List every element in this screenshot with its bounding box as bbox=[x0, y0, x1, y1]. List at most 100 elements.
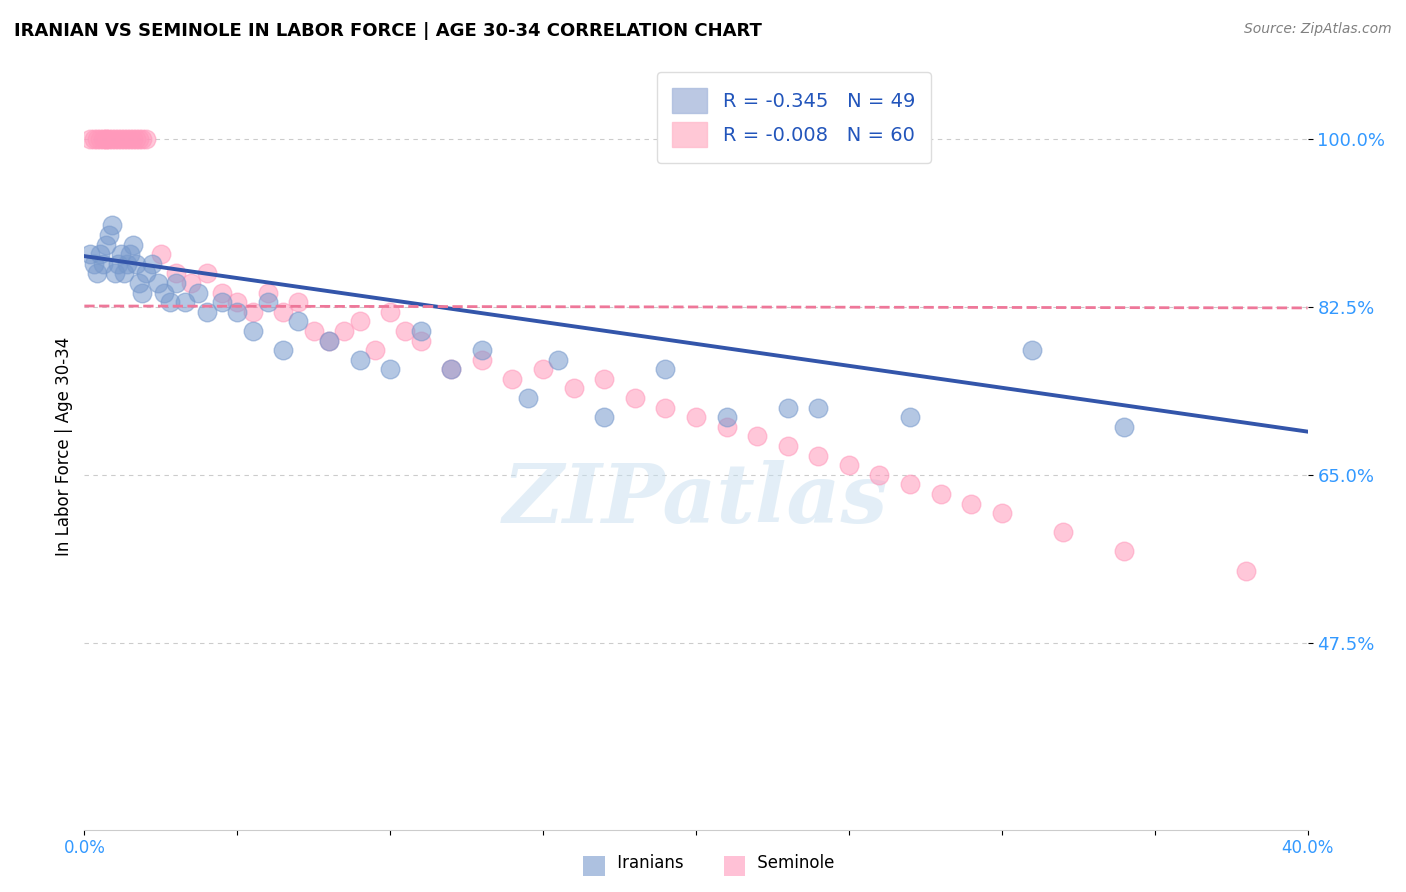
Text: ZIPatlas: ZIPatlas bbox=[503, 459, 889, 540]
Point bbox=[624, 391, 647, 405]
Point bbox=[125, 257, 148, 271]
Point bbox=[287, 295, 309, 310]
Point bbox=[364, 343, 387, 358]
Point bbox=[318, 334, 340, 348]
Legend: R = -0.345   N = 49, R = -0.008   N = 60: R = -0.345 N = 49, R = -0.008 N = 60 bbox=[657, 72, 931, 163]
Point bbox=[112, 266, 135, 280]
Point bbox=[83, 132, 105, 146]
Point bbox=[159, 295, 181, 310]
Point bbox=[716, 420, 738, 434]
Point bbox=[929, 487, 952, 501]
Point bbox=[97, 228, 120, 243]
Point bbox=[165, 266, 187, 280]
Point bbox=[409, 324, 432, 338]
Point bbox=[1236, 564, 1258, 578]
Point bbox=[1114, 420, 1136, 434]
Point bbox=[135, 132, 157, 146]
Point bbox=[120, 247, 142, 261]
Point bbox=[195, 305, 218, 319]
Point bbox=[180, 276, 202, 290]
Point bbox=[776, 401, 799, 415]
Point bbox=[898, 477, 921, 491]
Point bbox=[91, 257, 114, 271]
Point bbox=[318, 334, 340, 348]
Point bbox=[991, 506, 1014, 520]
Point bbox=[186, 285, 208, 300]
Point bbox=[1052, 525, 1074, 540]
Point bbox=[211, 295, 233, 310]
Point bbox=[226, 295, 249, 310]
Point bbox=[149, 247, 172, 261]
Point bbox=[562, 382, 585, 396]
Point bbox=[502, 372, 524, 386]
Point bbox=[547, 352, 569, 367]
Point bbox=[122, 237, 145, 252]
Point bbox=[776, 439, 799, 453]
Point bbox=[440, 362, 463, 376]
Point bbox=[226, 305, 249, 319]
Point bbox=[107, 132, 129, 146]
Point bbox=[94, 132, 117, 146]
Text: Seminole: Seminole bbox=[752, 855, 835, 872]
Point bbox=[128, 132, 150, 146]
Point bbox=[287, 314, 309, 328]
Point bbox=[211, 285, 233, 300]
Point bbox=[654, 362, 676, 376]
Point bbox=[86, 266, 108, 280]
Point bbox=[654, 401, 676, 415]
Point bbox=[101, 132, 124, 146]
Point bbox=[349, 314, 371, 328]
Point bbox=[409, 334, 432, 348]
Point bbox=[838, 458, 860, 473]
Point bbox=[531, 362, 554, 376]
Point bbox=[135, 266, 157, 280]
Point bbox=[685, 410, 707, 425]
Point bbox=[271, 343, 294, 358]
Point bbox=[153, 285, 176, 300]
Point bbox=[94, 237, 117, 252]
Point bbox=[101, 219, 124, 233]
Point bbox=[593, 372, 616, 386]
Point bbox=[242, 305, 264, 319]
Point bbox=[349, 352, 371, 367]
Point bbox=[107, 257, 129, 271]
Point bbox=[195, 266, 218, 280]
Text: IRANIAN VS SEMINOLE IN LABOR FORCE | AGE 30-34 CORRELATION CHART: IRANIAN VS SEMINOLE IN LABOR FORCE | AGE… bbox=[14, 22, 762, 40]
Point bbox=[440, 362, 463, 376]
Point bbox=[960, 497, 983, 511]
Point bbox=[471, 352, 494, 367]
Point bbox=[104, 266, 127, 280]
Point bbox=[112, 132, 135, 146]
Point bbox=[89, 132, 111, 146]
Point bbox=[869, 467, 891, 482]
Point bbox=[89, 247, 111, 261]
Point bbox=[174, 295, 197, 310]
Point bbox=[257, 285, 280, 300]
Point bbox=[807, 401, 830, 415]
Point bbox=[1114, 544, 1136, 558]
Point bbox=[97, 132, 120, 146]
Point bbox=[516, 391, 538, 405]
Point bbox=[257, 295, 280, 310]
Point bbox=[131, 132, 153, 146]
Point bbox=[271, 305, 294, 319]
Point bbox=[110, 247, 132, 261]
Point bbox=[128, 276, 150, 290]
Point bbox=[104, 132, 127, 146]
Point bbox=[302, 324, 325, 338]
Point bbox=[79, 247, 101, 261]
Point bbox=[110, 132, 132, 146]
Point bbox=[94, 132, 117, 146]
Point bbox=[593, 410, 616, 425]
Point bbox=[242, 324, 264, 338]
Point bbox=[380, 305, 402, 319]
Point bbox=[131, 285, 153, 300]
Point bbox=[115, 132, 138, 146]
Point bbox=[807, 449, 830, 463]
Point bbox=[747, 429, 769, 443]
Point bbox=[86, 132, 108, 146]
Point bbox=[333, 324, 356, 338]
Point bbox=[471, 343, 494, 358]
Point bbox=[141, 257, 163, 271]
Point bbox=[394, 324, 416, 338]
